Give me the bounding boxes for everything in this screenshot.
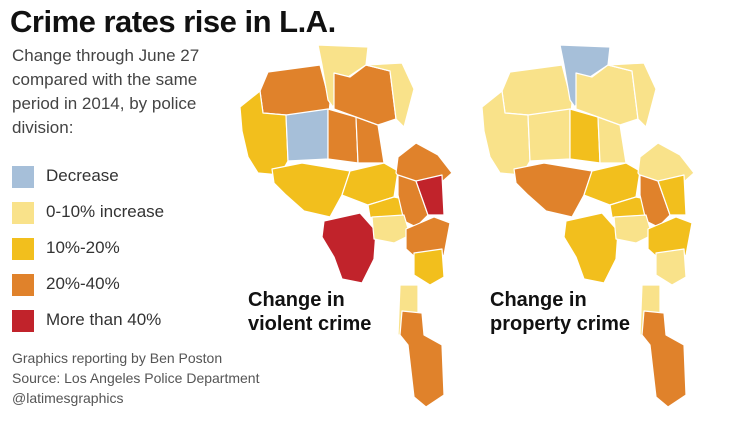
- credit-handle: @latimesgraphics: [12, 390, 124, 406]
- division-foothill: [607, 62, 657, 128]
- division-mid-valley-west: [285, 108, 329, 162]
- legend-swatch-20-40: [12, 274, 34, 296]
- division-mid-valley-east: [569, 108, 601, 164]
- division-pacific: [321, 212, 377, 284]
- credits: Graphics reporting by Ben Poston Source:…: [12, 348, 259, 408]
- division-southeast: [413, 248, 445, 286]
- division-mid-valley-west: [527, 108, 571, 162]
- division-hollenbeck: [657, 174, 687, 216]
- page-title: Crime rates rise in L.A.: [10, 4, 336, 39]
- legend-label-40-plus: More than 40%: [46, 310, 162, 329]
- property-crime-map: [481, 44, 695, 408]
- division-southwest: [371, 214, 411, 244]
- legend-swatch-10-20: [12, 238, 34, 260]
- violent-label-line1: Change in: [248, 289, 345, 311]
- division-southeast: [655, 248, 687, 286]
- legend-swatch-decrease: [12, 166, 34, 188]
- division-mid-valley-east: [327, 108, 359, 164]
- division-west-la: [513, 162, 593, 218]
- division-southwest: [613, 214, 653, 244]
- legend-label-0-10: 0-10% increase: [46, 202, 165, 221]
- legend-label-20-40: 20%-40%: [46, 274, 120, 293]
- violent-crime-map: [239, 44, 453, 408]
- division-west-la: [271, 162, 351, 218]
- division-harbor: [399, 310, 445, 408]
- subtitle: Change through June 27 compared with the…: [12, 46, 200, 137]
- violent-label-line2: violent crime: [248, 313, 372, 335]
- property-crime-map-label: Change in property crime: [490, 288, 630, 336]
- division-hollenbeck: [415, 174, 445, 216]
- division-pacific: [563, 212, 619, 284]
- legend-swatch-40-plus: [12, 310, 34, 332]
- credit-reporting: Graphics reporting by Ben Poston: [12, 350, 223, 366]
- violent-crime-map-label: Change in violent crime: [248, 288, 371, 336]
- legend-label-10-20: 10%-20%: [46, 238, 120, 257]
- property-label-line1: Change in: [490, 289, 587, 311]
- division-harbor: [641, 310, 687, 408]
- property-label-line2: property crime: [490, 313, 631, 335]
- credit-source: Source: Los Angeles Police Department: [12, 370, 260, 386]
- legend-label-decrease: Decrease: [46, 166, 119, 185]
- division-foothill: [365, 62, 415, 128]
- legend-swatch-0-10: [12, 202, 34, 224]
